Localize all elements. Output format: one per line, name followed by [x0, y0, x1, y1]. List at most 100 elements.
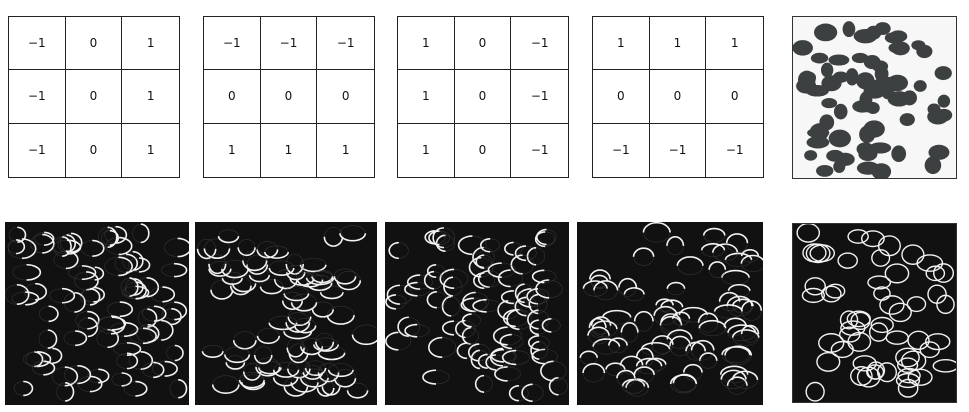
edge-arc [442, 320, 455, 336]
kernel-cell: −1 [511, 17, 568, 71]
edge-arc [221, 277, 243, 286]
edge-arc [397, 316, 409, 338]
edge-image-vertical-2 [385, 222, 569, 405]
edge-arc [66, 239, 82, 255]
edge-arc [87, 310, 100, 330]
edge-arc [708, 261, 727, 270]
edge-arc [74, 291, 86, 313]
kernel-cell: 1 [341, 143, 350, 158]
edge-arc [201, 351, 224, 358]
edge-arc [293, 325, 317, 334]
edge-contour [837, 252, 858, 269]
edge-arc [740, 254, 763, 264]
edge-arc [283, 331, 313, 340]
edge-arc [514, 283, 525, 304]
edge-arc [110, 315, 126, 335]
blob-shape [821, 98, 838, 109]
blob-shape [810, 52, 829, 64]
edge-arc [323, 236, 344, 247]
blob-shape [863, 82, 887, 99]
edge-arc [406, 274, 421, 290]
edge-arc [590, 274, 609, 282]
edge-arc [666, 329, 693, 340]
edge-contour [927, 284, 947, 304]
edge-arc [457, 235, 473, 256]
edge-arc [713, 304, 743, 312]
blob-shape [871, 60, 889, 73]
edge-arc [317, 352, 346, 361]
kernel-cell: −1 [9, 17, 66, 71]
edge-arc [676, 256, 704, 266]
edge-arc [724, 252, 753, 261]
kernel-cell: −1 [317, 17, 374, 71]
edge-arc [655, 298, 674, 306]
edge-arc [474, 374, 485, 393]
edge-arc [690, 339, 715, 351]
source-image [792, 16, 957, 179]
edge-arc [487, 262, 502, 278]
edge-contour [900, 350, 927, 372]
edge-arc [540, 360, 554, 382]
edge-contour [885, 330, 909, 345]
edge-arc [118, 256, 133, 277]
edge-contour [916, 254, 944, 272]
blob-shape [845, 68, 859, 86]
kernel-cell: 1 [398, 17, 455, 71]
edge-arc [326, 315, 355, 325]
kernel-cell: 1 [204, 123, 261, 177]
kernel-cell: 0 [454, 17, 512, 71]
edge-arc [534, 231, 546, 248]
edge-arc [726, 376, 748, 386]
edge-arc [640, 342, 671, 350]
edge-arc [731, 329, 760, 338]
edge-arc [426, 291, 437, 309]
edge-contour [879, 295, 905, 315]
blob-shape [793, 40, 813, 56]
edge-contour [876, 362, 898, 383]
edge-arc [582, 363, 606, 374]
edge-arc [478, 270, 490, 288]
edge-arc [508, 385, 519, 402]
kernel-cell: 0 [66, 123, 123, 177]
edge-arc [302, 372, 324, 380]
edge-arc [70, 232, 83, 253]
edge-arc [721, 346, 751, 355]
edge-arc [238, 379, 265, 389]
edge-arc [653, 306, 678, 316]
edge-arc [174, 262, 188, 278]
edge-arc [492, 326, 508, 346]
edge-arc [541, 317, 552, 333]
edge-arc [504, 241, 514, 256]
edge-contour [919, 341, 940, 359]
edge-arc [89, 288, 101, 306]
blob-shape [816, 164, 834, 177]
edge-contour [897, 367, 921, 384]
edge-contour [801, 287, 825, 304]
edge-contour [870, 316, 894, 334]
edge-arc [196, 248, 217, 260]
edge-arc [23, 380, 34, 397]
edge-arc [208, 263, 227, 275]
blob-shape [798, 70, 816, 89]
kernel-cell: 0 [204, 70, 261, 124]
edge-arc [635, 357, 663, 367]
edge-arc [62, 287, 76, 304]
edge-arc [590, 316, 612, 326]
kernel-cell: −1 [725, 143, 744, 158]
kernel-cell: 1 [706, 17, 763, 71]
edge-arc [42, 233, 55, 254]
edge-arc [633, 366, 655, 375]
edge-arc [253, 354, 273, 365]
kernel-cell: 0 [455, 123, 512, 177]
edge-arc [135, 281, 147, 300]
edge-arc [203, 248, 231, 259]
edge-contour [867, 275, 892, 290]
edge-arc [632, 247, 655, 257]
edge-arc [428, 336, 443, 359]
edge-arc [93, 286, 105, 303]
edge-contour [821, 285, 842, 303]
edge-image-vertical-1 [5, 222, 189, 405]
edge-arc [132, 250, 144, 272]
blob-shape [884, 32, 902, 44]
edge-arc [669, 335, 692, 347]
